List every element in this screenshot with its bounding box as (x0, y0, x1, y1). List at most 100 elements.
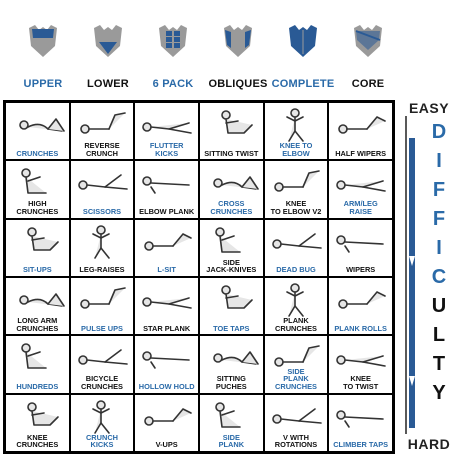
exercise-figure-icon (79, 112, 126, 134)
exercise-figure-icon (336, 234, 385, 253)
exercise-cell: V-UPS (134, 393, 199, 452)
exercise-label: TOE TAPS (213, 323, 250, 333)
exercise-cell: ELBOW PLANK (134, 160, 199, 219)
exercise-label: BICYCLE CRUNCHES (81, 374, 123, 392)
exercise-cell: STAR PLANK (134, 276, 199, 336)
exercise-figure-icon (336, 180, 387, 193)
exercise-label: LEG-RAISES (79, 265, 125, 275)
legend-label: COMPLETE (271, 78, 335, 90)
exercise-figure-icon (213, 176, 259, 191)
exercise-figure-icon (338, 116, 387, 134)
legend-label: CORE (351, 78, 385, 90)
legend-item-lower: LOWER (75, 24, 141, 96)
exercise-label: DEAD BUG (276, 265, 316, 275)
exercise-cell: LEG-RAISES (69, 218, 135, 277)
torso-upper-icon (29, 25, 57, 57)
exercise-cell: DEAD BUG (263, 218, 329, 277)
exercise-figure-icon (21, 343, 47, 370)
legend-label: UPPER (23, 78, 63, 90)
exercise-label: ELBOW PLANK (139, 207, 195, 217)
exercise-label: FLUTTER KICKS (149, 141, 184, 158)
exercise-label: CLIMBER TAPS (333, 440, 389, 450)
exercise-cell: PLANK CRUNCHES (263, 276, 329, 336)
exercise-cell: L-SIT (134, 218, 199, 277)
exercise-cell: SITTING PUCHES (198, 335, 264, 394)
exercise-figure-icon (221, 110, 253, 134)
exercise-figure-icon (142, 297, 193, 309)
torso-obliques-icon (224, 25, 252, 57)
exercise-cell: HIGH CRUNCHES (5, 160, 70, 219)
exercise-cell: SIDE PLANK (198, 393, 264, 452)
exercise-cell: WIPERS (328, 218, 393, 277)
difficulty-letter: U (431, 295, 447, 317)
difficulty-letter: Y (432, 382, 446, 404)
torso-lower-icon (94, 25, 122, 57)
legend-item-6-pack: 6 PACK (140, 24, 206, 96)
exercise-cell: KNEE CRUNCHES (5, 393, 70, 452)
legend-item-complete: COMPLETE (270, 24, 336, 96)
difficulty-letter: F (432, 179, 446, 201)
muscle-group-legend: UPPER LOWER 6 PACK OBLIQUES COMPLETE (0, 0, 400, 96)
exercise-figure-icon (273, 345, 320, 368)
exercise-label: SIT-UPS (22, 265, 52, 275)
legend-item-core: CORE (335, 24, 401, 96)
legend-item-upper: UPPER (10, 24, 76, 96)
exercise-label: CRUNCHES (16, 148, 59, 158)
exercise-cell: V WITH ROTATIONS (263, 393, 329, 452)
exercise-figure-icon (21, 168, 47, 195)
difficulty-letter: I (436, 150, 442, 172)
exercise-figure-icon (215, 401, 241, 428)
exercise-label: STAR PLANK (143, 323, 191, 333)
exercise-cell: LONG ARM CRUNCHES (5, 276, 70, 336)
exercise-label: SIDE PLANK CRUNCHES (275, 366, 317, 392)
difficulty-letter: T (432, 353, 446, 375)
exercise-figure-icon (338, 291, 387, 309)
exercise-cell: CRUNCH KICKS (69, 393, 135, 452)
exercise-label: SCISSORS (82, 207, 122, 217)
exercise-cell: TOE TAPS (198, 276, 264, 336)
exercise-figure-icon (77, 174, 128, 191)
exercise-label: SIDE PLANK (218, 432, 245, 450)
exercise-cell: REVERSE CRUNCH (69, 102, 135, 161)
torso-complete-icon (289, 25, 317, 57)
exercise-figure-icon (271, 232, 322, 249)
exercise-cell: CLIMBER TAPS (328, 393, 393, 452)
exercise-label: KNEE TO ELBOW (279, 141, 313, 158)
exercise-figure-icon (79, 287, 126, 309)
difficulty-letter: F (432, 208, 446, 230)
exercise-figure-icon (142, 122, 193, 134)
legend-label: 6 PACK (152, 78, 194, 90)
exercise-label: HIGH CRUNCHES (16, 199, 59, 217)
exercise-figure-icon (271, 407, 322, 424)
exercise-label: HALF WIPERS (335, 148, 387, 158)
difficulty-letter: C (431, 266, 447, 288)
exercise-cell: KNEE TO TWIST (328, 335, 393, 394)
exercise-figure-icon (336, 355, 387, 368)
exercise-figure-icon (285, 108, 304, 142)
exercise-figure-icon (144, 232, 193, 251)
exercise-cell: SIDE PLANK CRUNCHES (263, 335, 329, 394)
exercise-label: SITTING PUCHES (215, 374, 247, 392)
exercise-cell: CRUNCHES (5, 102, 70, 161)
exercise-figure-icon (221, 285, 253, 309)
exercise-figure-icon (285, 283, 304, 317)
exercise-label: ARM/LEG RAISE (343, 199, 378, 217)
exercise-label: SITTING TWIST (204, 148, 259, 158)
exercise-cell: BICYCLE CRUNCHES (69, 335, 135, 394)
exercise-label: L-SIT (157, 265, 176, 275)
legend-item-obliques: OBLIQUES (205, 24, 271, 96)
exercise-figure-icon (19, 293, 65, 307)
exercise-label: V WITH ROTATIONS (274, 432, 318, 450)
exercise-grid: CRUNCHES REVERSE CRUNCH FLUTTER KICKS SITTI… (3, 100, 395, 454)
exercise-figure-icon (77, 349, 128, 366)
difficulty-hard-label: HARD (407, 436, 451, 452)
legend-label: OBLIQUES (208, 78, 268, 90)
exercise-label: CRUNCH KICKS (85, 432, 118, 450)
exercise-label: CROSS CRUNCHES (210, 199, 253, 217)
exercise-figure-icon (213, 351, 259, 366)
difficulty-arrow-icon (405, 116, 415, 434)
exercise-label: HUNDREDS (16, 382, 59, 392)
exercise-figure-icon (27, 226, 59, 251)
